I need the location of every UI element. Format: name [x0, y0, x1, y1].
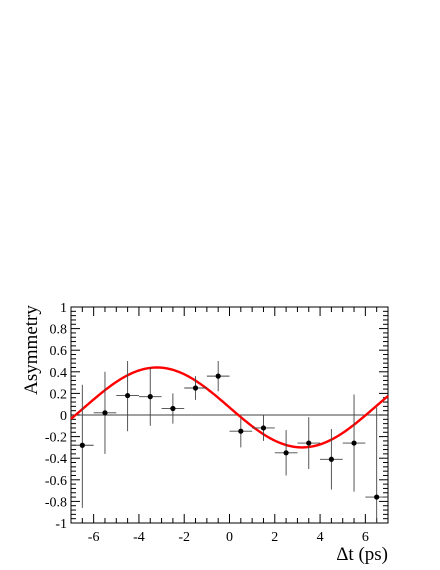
data-point	[365, 407, 388, 523]
data-point	[93, 371, 117, 454]
y-axis-title: Asymmetry	[21, 305, 42, 395]
x-tick-label: 2	[271, 530, 278, 545]
data-point	[184, 376, 207, 400]
axis-ticks-group	[70, 306, 389, 524]
x-tick-label: 0	[226, 530, 233, 545]
tick-labels-group: -6 -4 -2 0 2 4 6 -1 -0.8 -0.6 -0.4 -0.2 0 0.2 0.4 0.6 0.…	[45, 301, 369, 545]
data-marker	[192, 385, 199, 391]
data-marker	[306, 440, 312, 446]
data-marker	[374, 494, 380, 500]
data-point	[342, 394, 366, 492]
fit-curve	[70, 366, 389, 449]
data-point	[297, 417, 321, 469]
y-tick-label: 0	[60, 409, 67, 424]
y-tick-label: -1	[55, 517, 67, 532]
data-marker	[125, 392, 131, 399]
data-marker	[102, 410, 108, 416]
y-tick-label: 0.6	[50, 344, 68, 359]
x-tick-label: -2	[178, 530, 190, 545]
data-point	[229, 418, 253, 448]
data-marker	[238, 428, 244, 434]
data-points-group	[71, 361, 388, 523]
data-marker	[215, 373, 221, 379]
data-point	[161, 393, 185, 424]
data-marker	[170, 405, 176, 412]
x-tick-label: 4	[317, 530, 324, 545]
y-tick-label: -0.6	[45, 474, 67, 489]
data-point	[206, 361, 230, 392]
y-tick-label: -0.4	[45, 452, 67, 467]
y-tick-label: -0.2	[45, 431, 67, 446]
data-point	[138, 367, 162, 426]
data-marker	[351, 440, 357, 446]
data-marker	[260, 425, 267, 431]
data-point	[274, 430, 298, 476]
data-marker	[79, 442, 85, 448]
x-axis-title: Δt (ps)	[336, 544, 388, 565]
x-tick-label: -4	[133, 530, 145, 545]
data-marker	[328, 456, 334, 462]
data-point	[71, 384, 94, 508]
y-tick-label: 0.4	[50, 366, 68, 381]
y-tick-label: 0.8	[50, 323, 68, 338]
x-tick-label: -6	[88, 530, 100, 545]
data-point	[252, 415, 275, 441]
y-tick-label: -0.8	[45, 495, 67, 510]
x-tick-label: 6	[362, 530, 369, 545]
data-point	[320, 429, 343, 490]
y-tick-label: 1	[60, 301, 67, 316]
data-point	[116, 361, 139, 432]
y-tick-label: 0.2	[50, 387, 68, 402]
data-marker	[147, 394, 153, 400]
data-marker	[283, 450, 289, 456]
fit-curve-group	[70, 366, 389, 449]
